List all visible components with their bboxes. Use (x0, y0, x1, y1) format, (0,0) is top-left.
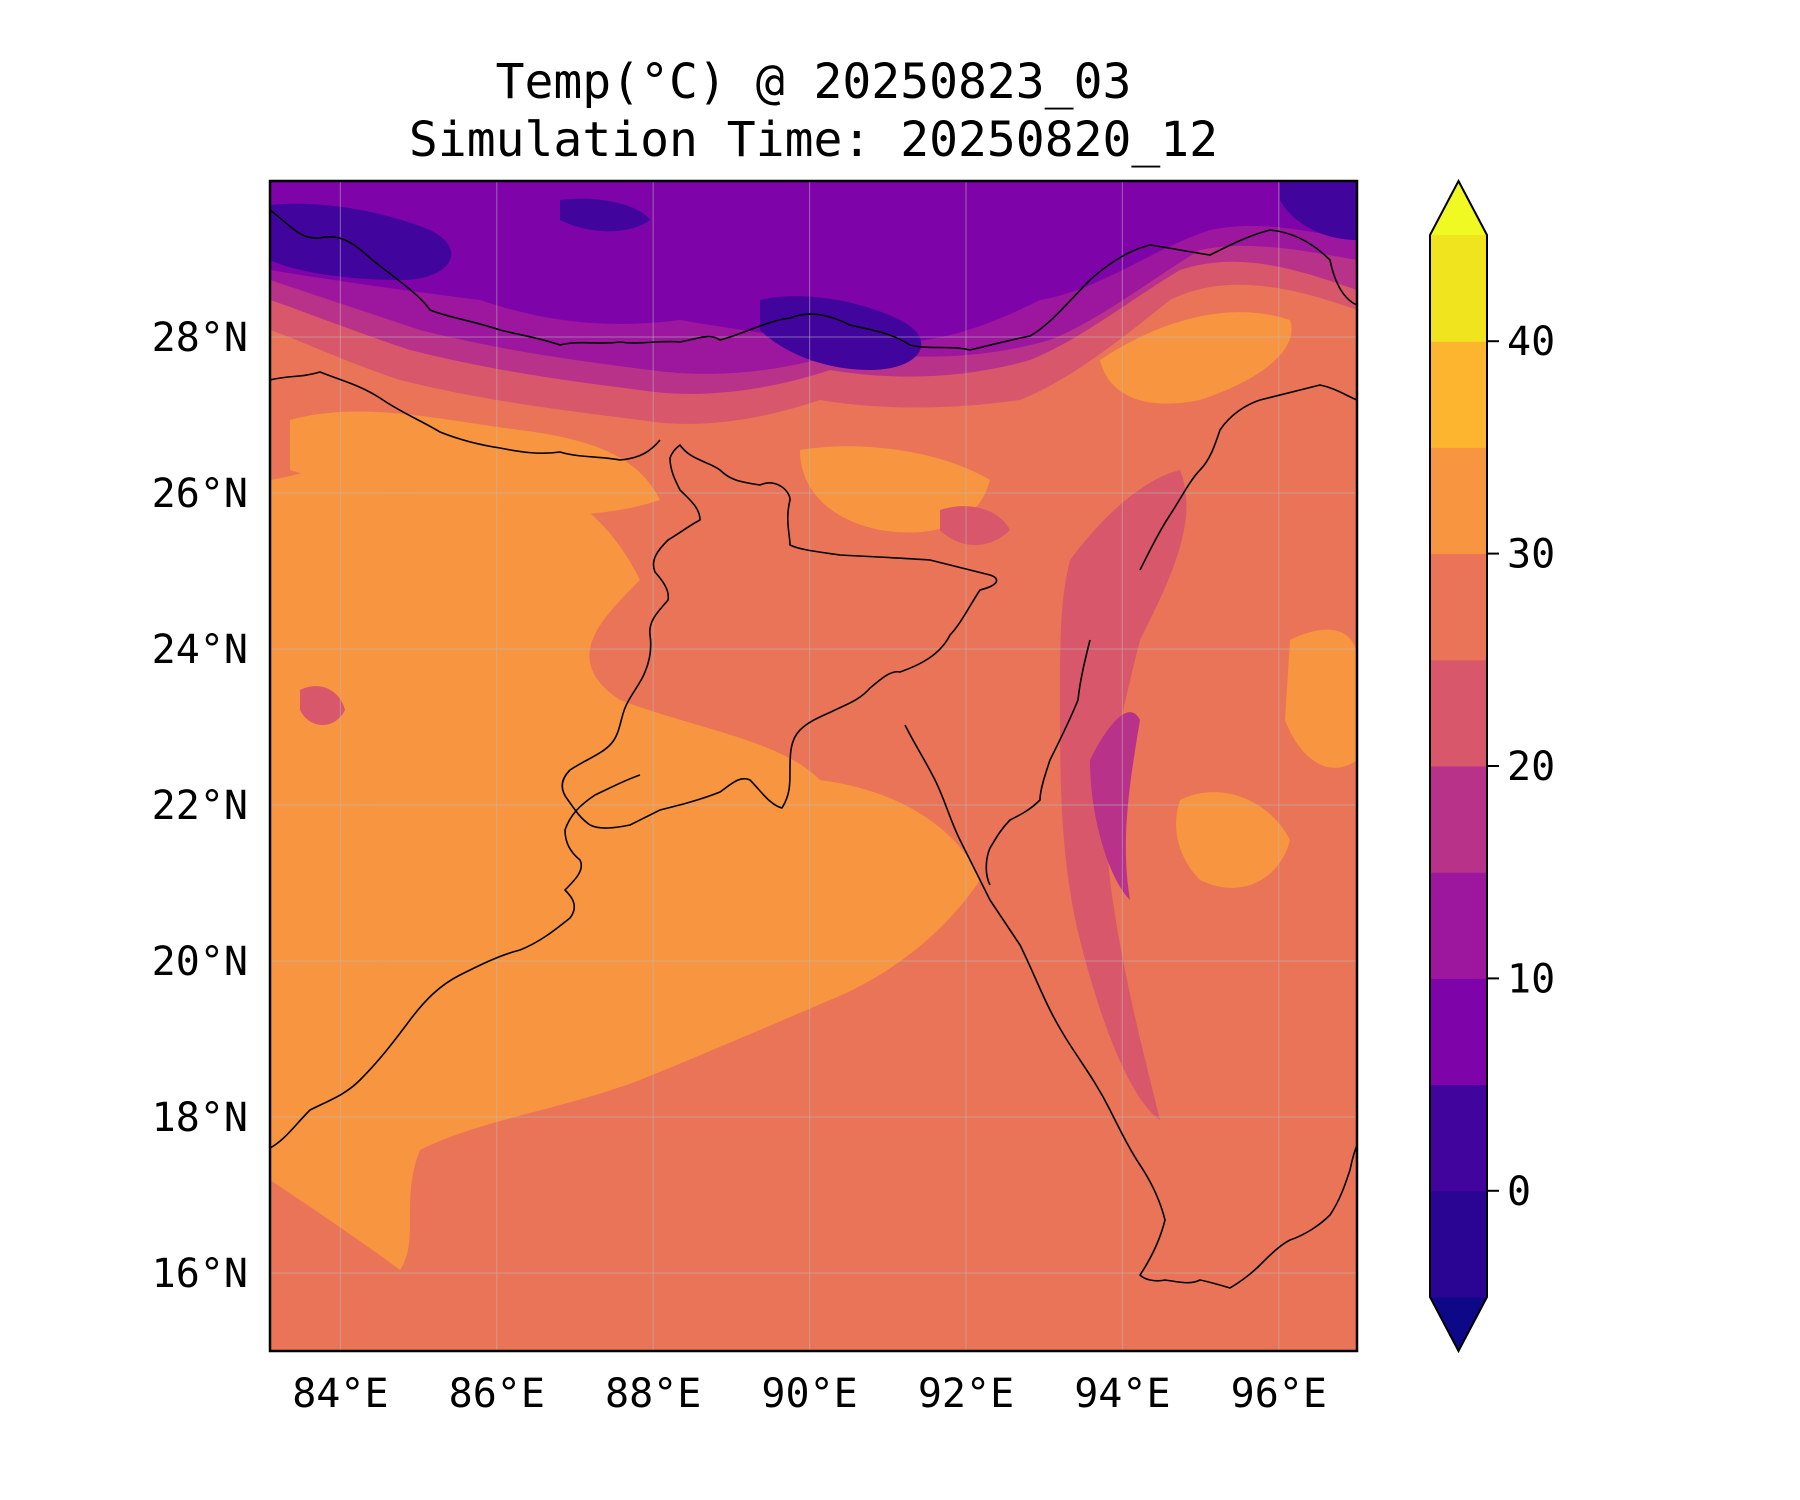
lat-tick-label: 18°N (152, 1095, 248, 1141)
field-patch-30-35-bay (270, 452, 980, 1271)
colorbar-level (1430, 553, 1487, 661)
field-patch-30-35-west (270, 792, 426, 1003)
field-patch-30-35-myanmar (1176, 792, 1290, 888)
lon-tick-label: 88°E (605, 1371, 701, 1417)
lon-tick-label: 96°E (1231, 1371, 1327, 1417)
myanmar-coast (904, 724, 1357, 1289)
lat-tick-label: 16°N (152, 1251, 248, 1297)
lat-tick-label: 24°N (152, 627, 248, 673)
field-patch-30-35-plain (290, 411, 660, 515)
lat-tick-label: 26°N (152, 471, 248, 517)
colorbar-outline (1429, 178, 1488, 1354)
lat-tick-label: 20°N (152, 939, 248, 985)
colorbar-tick-label: 10 (1507, 956, 1555, 1002)
title-line-2: Simulation Time: 20250820_12 (408, 112, 1219, 168)
field-band-5-10-north (270, 181, 1357, 343)
field-band-20-25 (1060, 470, 1187, 1120)
lon-tick-label: 94°E (1074, 1371, 1170, 1417)
colorbar-level (1430, 978, 1487, 1086)
colorbar-tick-label: 20 (1507, 744, 1555, 790)
colorbar-level (1430, 1084, 1487, 1192)
colorbar-level (1430, 341, 1487, 448)
field-patch-0-5-north (270, 203, 452, 280)
lat-tick-group: 28°N 26°N 24°N 22°N 20°N 18°N 16°N (152, 315, 248, 1297)
map-frame (268, 179, 1359, 1353)
coastlines-borders (270, 209, 1357, 1289)
field-patch-20-25-b (940, 506, 1010, 545)
lat-tick-label: 28°N (152, 315, 248, 361)
field-patch-0-5-north-d (560, 198, 650, 232)
lon-tick-label: 92°E (918, 1371, 1014, 1417)
colorbar-level (1430, 1190, 1487, 1298)
lon-tick-group: 84°E 86°E 88°E 90°E 92°E 94°E 96°E (292, 1371, 1327, 1417)
india-nepal-border (270, 371, 661, 461)
lon-tick-label: 84°E (292, 1371, 388, 1417)
colorbar-extend-max (1430, 181, 1487, 235)
gridlines (270, 181, 1357, 1351)
colorbar-tick-label: 40 (1507, 319, 1555, 365)
colorbar-level (1430, 766, 1487, 873)
field-patch-30-35-assam (1100, 312, 1292, 404)
india-china-east-border (1139, 384, 1357, 571)
lon-tick-label: 90°E (761, 1371, 857, 1417)
lat-tick-label: 22°N (152, 783, 248, 829)
colorbar: 0 10 20 30 40 (1429, 178, 1555, 1354)
field-patch-30-35-east (1285, 629, 1357, 768)
india-myanmar-border (985, 639, 1091, 886)
himalaya-border (270, 209, 1357, 351)
colorbar-level (1430, 235, 1487, 342)
field-patch-20-25-a (300, 686, 345, 725)
lon-tick-label: 86°E (449, 1371, 545, 1417)
colorbar-level (1430, 447, 1487, 555)
field-band-15-20 (1090, 712, 1140, 900)
colorbar-tick-label: 0 (1507, 1169, 1531, 1215)
colorbar-extend-min (1430, 1297, 1487, 1351)
bangladesh-outline (561, 444, 998, 829)
map-area (270, 181, 1357, 1351)
colorbar-level (1430, 659, 1487, 767)
colorbar-tick-label: 30 (1507, 532, 1555, 578)
field-patch-0-5-north-c (1280, 181, 1357, 240)
india-east-coast (270, 774, 641, 1149)
colorbar-level (1430, 872, 1487, 979)
title-line-1: Temp(°C) @ 20250823_03 (495, 54, 1132, 110)
